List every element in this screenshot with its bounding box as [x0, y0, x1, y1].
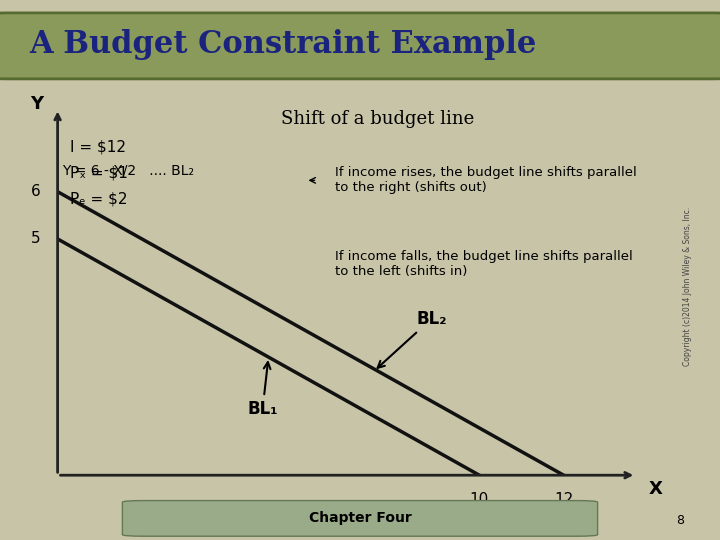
- FancyBboxPatch shape: [122, 501, 598, 536]
- Text: If income rises, the budget line shifts parallel
to the right (shifts out): If income rises, the budget line shifts …: [335, 166, 636, 194]
- Text: Chapter Four: Chapter Four: [309, 511, 411, 525]
- Text: Pₓ = $1: Pₓ = $1: [71, 166, 128, 181]
- Text: Y = 6 - X/2   .... BL₂: Y = 6 - X/2 .... BL₂: [62, 164, 194, 178]
- Text: I = $12: I = $12: [71, 140, 126, 155]
- Text: Pₑ = $2: Pₑ = $2: [71, 192, 127, 207]
- Text: 12: 12: [554, 492, 573, 507]
- Text: Copyright (c)2014 John Wiley & Sons, Inc.: Copyright (c)2014 John Wiley & Sons, Inc…: [683, 207, 692, 366]
- FancyBboxPatch shape: [0, 13, 720, 79]
- Text: 5: 5: [31, 232, 41, 246]
- Text: BL₂: BL₂: [378, 310, 446, 368]
- Text: Y: Y: [30, 94, 43, 112]
- Text: A Budget Constraint Example: A Budget Constraint Example: [29, 29, 536, 60]
- Text: BL₁: BL₁: [248, 362, 278, 418]
- Text: 6: 6: [31, 184, 41, 199]
- Text: X: X: [649, 481, 662, 498]
- Text: If income falls, the budget line shifts parallel
to the left (shifts in): If income falls, the budget line shifts …: [335, 249, 633, 278]
- Text: 8: 8: [676, 514, 684, 527]
- Text: Shift of a budget line: Shift of a budget line: [282, 110, 474, 128]
- Text: 10: 10: [469, 492, 489, 507]
